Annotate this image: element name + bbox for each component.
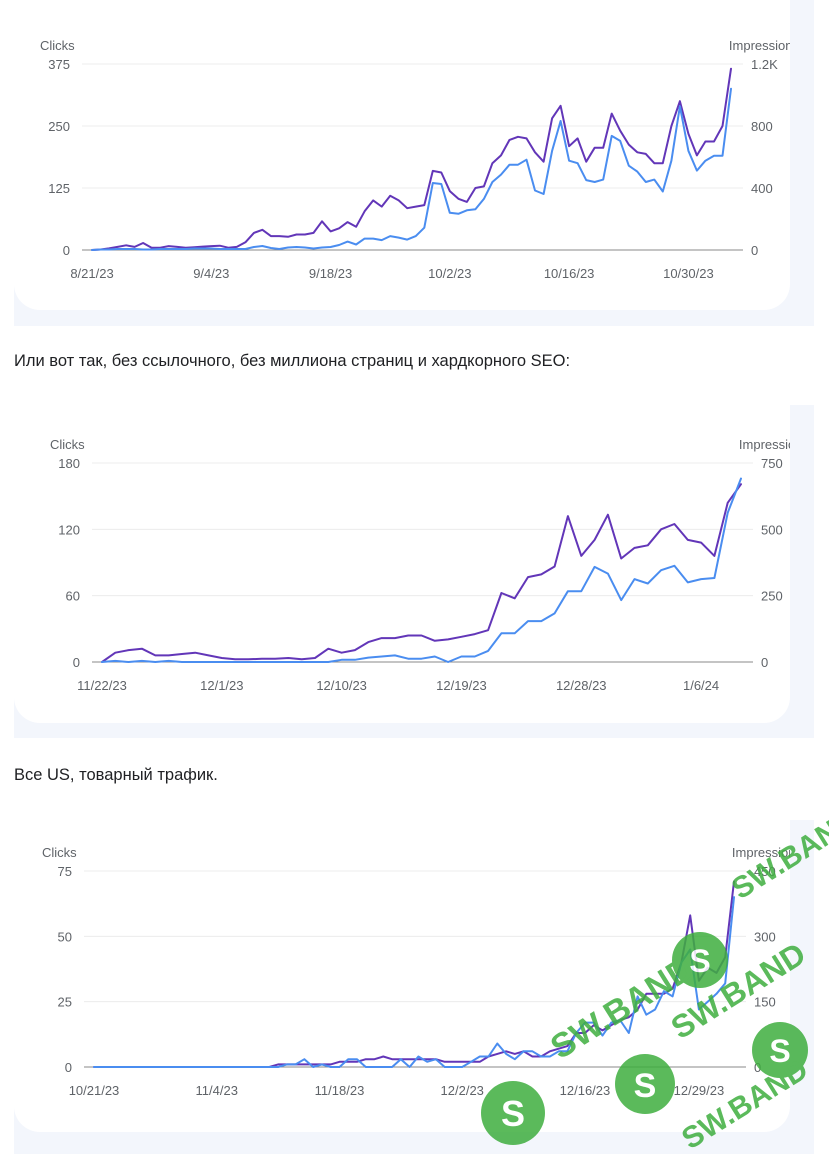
chart-card-1: Clicks Impressions 0 125 250 375 0 400 800 1.2K 8/… [14, 0, 790, 310]
impressions-series-line [93, 880, 735, 1068]
left-tick-label: 0 [65, 1060, 72, 1075]
left-tick-label: 25 [58, 995, 72, 1010]
x-tick-label: 9/18/23 [309, 266, 352, 281]
x-tick-label: 8/21/23 [70, 266, 113, 281]
right-tick-label: 800 [751, 119, 773, 134]
right-tick-label: 450 [754, 864, 776, 879]
chart-card-2: Clicks Impressions 0 60 120 180 0 250 500 750 11/2… [14, 405, 790, 723]
left-tick-label: 125 [48, 181, 70, 196]
x-tick-label: 12/28/23 [556, 678, 607, 693]
right-tick-label: 500 [761, 522, 783, 537]
x-tick-label: 12/1/23 [200, 678, 243, 693]
left-axis-title: Clicks [50, 437, 85, 452]
right-tick-label: 250 [761, 589, 783, 604]
left-tick-label: 375 [48, 57, 70, 72]
x-tick-label: 10/2/23 [428, 266, 471, 281]
left-tick-label: 0 [73, 655, 80, 670]
right-tick-label: 0 [751, 243, 758, 258]
left-axis-title: Clicks [42, 845, 77, 860]
x-tick-label: 12/2/23 [441, 1083, 484, 1098]
left-tick-label: 50 [58, 929, 72, 944]
x-tick-label: 12/19/23 [436, 678, 487, 693]
left-tick-label: 0 [63, 243, 70, 258]
x-tick-label: 10/16/23 [544, 266, 595, 281]
right-axis-title: Impressions [739, 437, 790, 452]
performance-chart-1: Clicks Impressions 0 125 250 375 0 400 800 1.2K 8/… [40, 38, 790, 281]
performance-chart-2: Clicks Impressions 0 60 120 180 0 250 500 750 11/2… [50, 437, 790, 693]
left-axis-title: Clicks [40, 38, 75, 53]
impressions-series-line [91, 67, 732, 251]
paragraph-1: Или вот так, без ссылочного, без миллион… [14, 352, 571, 370]
x-tick-label: 12/16/23 [560, 1083, 611, 1098]
clicks-series-line [91, 87, 732, 251]
chart-card-3: Clicks Impressions 0 25 50 75 0 150 300 450 10/21/… [14, 820, 790, 1132]
x-tick-label: 11/4/23 [196, 1083, 238, 1098]
left-tick-label: 60 [66, 589, 80, 604]
right-tick-label: 0 [754, 1060, 761, 1075]
right-axis-title: Impressions [729, 38, 790, 53]
left-tick-label: 250 [48, 119, 70, 134]
x-tick-label: 10/21/23 [69, 1083, 120, 1098]
x-tick-label: 11/22/23 [77, 678, 127, 693]
x-tick-label: 12/29/23 [674, 1083, 725, 1098]
x-tick-label: 11/18/23 [315, 1083, 365, 1098]
left-tick-label: 180 [58, 456, 80, 471]
paragraph-2: Все US, товарный трафик. [14, 766, 218, 784]
x-tick-label: 9/4/23 [193, 266, 229, 281]
x-tick-label: 10/30/23 [663, 266, 714, 281]
clicks-series-line [93, 896, 735, 1068]
left-tick-label: 120 [58, 522, 80, 537]
left-tick-label: 75 [58, 864, 72, 879]
right-axis-title: Impressions [732, 845, 790, 860]
performance-chart-3: Clicks Impressions 0 25 50 75 0 150 300 450 10/21/… [42, 845, 790, 1098]
x-tick-label: 1/6/24 [683, 678, 719, 693]
right-tick-label: 300 [754, 929, 776, 944]
impressions-series-line [101, 483, 742, 663]
right-tick-label: 400 [751, 181, 773, 196]
right-tick-label: 150 [754, 995, 776, 1010]
right-tick-label: 750 [761, 456, 783, 471]
right-tick-label: 0 [761, 655, 768, 670]
right-tick-label: 1.2K [751, 57, 778, 72]
x-tick-label: 12/10/23 [316, 678, 367, 693]
clicks-series-line [101, 477, 742, 663]
